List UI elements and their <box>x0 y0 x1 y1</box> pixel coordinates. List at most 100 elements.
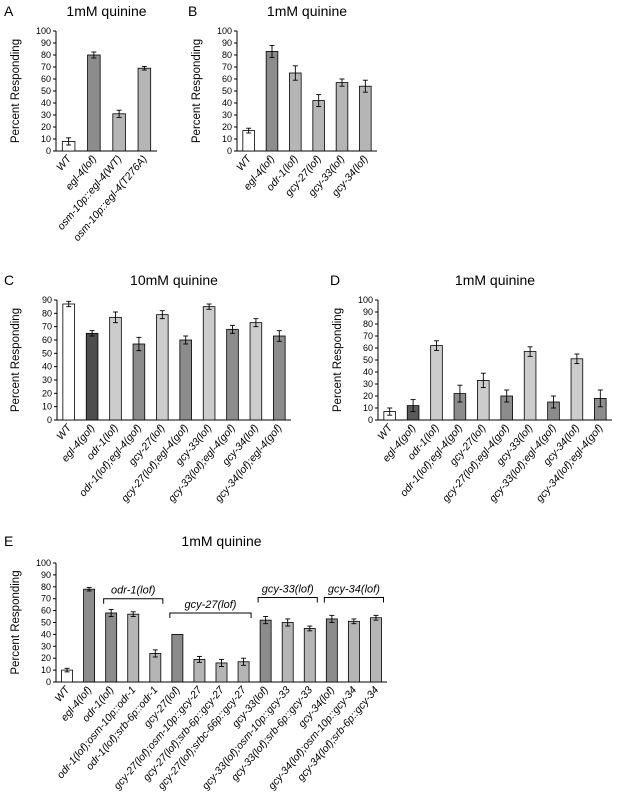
y-tick-label: 60 <box>363 343 373 353</box>
category-label: WT <box>375 421 396 442</box>
y-tick-label: 10 <box>41 134 51 144</box>
y-tick-label: 30 <box>222 110 232 120</box>
panel-b: B 1mM quinine Percent Responding 0 10 20 30 40 5… <box>188 3 377 199</box>
bar <box>370 617 382 683</box>
panel-label: A <box>4 3 14 19</box>
y-axis-label: Percent Responding <box>10 570 22 674</box>
y-tick-label: 90 <box>41 38 51 48</box>
y-tick-label: 0 <box>227 146 232 156</box>
category-label: WT <box>54 421 75 442</box>
bar <box>265 51 279 152</box>
group-bracket <box>257 597 318 603</box>
y-axis-label: Percent Responding <box>10 308 22 412</box>
bar <box>105 612 118 683</box>
group-bracket <box>103 598 164 604</box>
bar <box>523 351 537 421</box>
y-tick-label: 100 <box>358 295 373 305</box>
y-tick-label: 80 <box>363 319 373 329</box>
y-tick-label: 0 <box>368 415 373 425</box>
bracket-label: gcy-34(lof) <box>328 584 380 596</box>
chart-title: 1mM quinine <box>66 3 146 19</box>
y-tick-label: 50 <box>363 355 373 365</box>
y-tick-label: 0 <box>46 677 51 687</box>
y-tick-label: 90 <box>42 295 52 305</box>
y-tick-label: 100 <box>36 558 51 568</box>
bar <box>226 328 239 421</box>
bar <box>347 620 360 683</box>
bar <box>570 358 584 421</box>
y-tick-label: 20 <box>363 391 373 401</box>
bar <box>259 619 272 683</box>
bar <box>83 588 96 683</box>
y-tick-label: 10 <box>42 402 52 412</box>
bar <box>87 54 101 152</box>
panel-d: D 1mM quinine Percent Responding 0 10 20 30 40 5… <box>330 272 612 505</box>
y-tick-label: 20 <box>41 122 51 132</box>
bar <box>281 622 294 683</box>
y-tick-label: 90 <box>41 570 51 580</box>
bar <box>312 100 325 152</box>
panel-c: C 10mM quinine Percent Responding 0 10 20 30 40… <box>4 272 291 505</box>
y-tick-label: 70 <box>41 62 51 72</box>
y-tick-label: 60 <box>41 74 51 84</box>
y-tick-label: 40 <box>41 98 51 108</box>
y-tick-label: 90 <box>363 307 373 317</box>
bar <box>289 72 302 152</box>
y-tick-label: 70 <box>41 594 51 604</box>
bar <box>137 67 152 152</box>
y-tick-label: 50 <box>222 86 232 96</box>
category-label: WT <box>54 152 75 173</box>
y-tick-label: 30 <box>41 641 51 651</box>
y-tick-label: 60 <box>42 335 52 345</box>
bar <box>62 303 75 421</box>
bar <box>242 130 255 152</box>
y-axis-label: Percent Responding <box>191 39 203 143</box>
bar <box>202 306 216 421</box>
bar <box>156 314 169 421</box>
y-tick-label: 0 <box>46 146 51 156</box>
y-tick-label: 10 <box>222 134 232 144</box>
y-tick-label: 40 <box>363 367 373 377</box>
bar <box>171 634 184 683</box>
y-tick-label: 30 <box>363 379 373 389</box>
y-tick-label: 0 <box>47 415 52 425</box>
y-tick-label: 50 <box>41 86 51 96</box>
bar <box>249 322 263 421</box>
bar <box>149 653 162 683</box>
bar <box>335 82 349 152</box>
y-tick-label: 40 <box>42 362 52 372</box>
chart-title: 1mM quinine <box>181 533 261 549</box>
bar <box>109 316 122 421</box>
y-tick-label: 30 <box>42 375 52 385</box>
group-bracket <box>323 597 384 603</box>
panel-label: C <box>4 272 14 288</box>
y-tick-label: 50 <box>42 348 52 358</box>
y-tick-label: 80 <box>42 308 52 318</box>
chart-title: 1mM quinine <box>267 3 347 19</box>
y-tick-label: 60 <box>222 74 232 84</box>
y-tick-label: 20 <box>42 388 52 398</box>
group-bracket <box>169 612 252 618</box>
panel-label: D <box>330 272 340 288</box>
bar <box>127 613 140 683</box>
panel-e: E 1mM quinine Percent Responding 0 10 20 30 405… <box>4 533 387 792</box>
category-label: WT <box>234 152 255 173</box>
y-tick-label: 60 <box>41 606 51 616</box>
chart-title: 1mM quinine <box>455 272 535 288</box>
bar <box>430 345 443 421</box>
y-tick-label: 20 <box>41 653 51 663</box>
y-tick-label: 40 <box>222 98 232 108</box>
panel-label: B <box>188 3 197 19</box>
bar <box>85 332 99 421</box>
bar <box>273 335 286 421</box>
y-tick-label: 80 <box>41 582 51 592</box>
y-tick-label: 100 <box>217 26 232 36</box>
y-axis-label: Percent Responding <box>10 39 22 143</box>
panel-a: A 1mM quinine Percent Responding 0 10 20 30 40 5… <box>4 3 157 244</box>
bar <box>112 113 126 152</box>
y-axis-label: Percent Responding <box>332 308 344 412</box>
y-tick-label: 10 <box>363 403 373 413</box>
y-tick-label: 90 <box>222 38 232 48</box>
bar <box>303 628 316 683</box>
